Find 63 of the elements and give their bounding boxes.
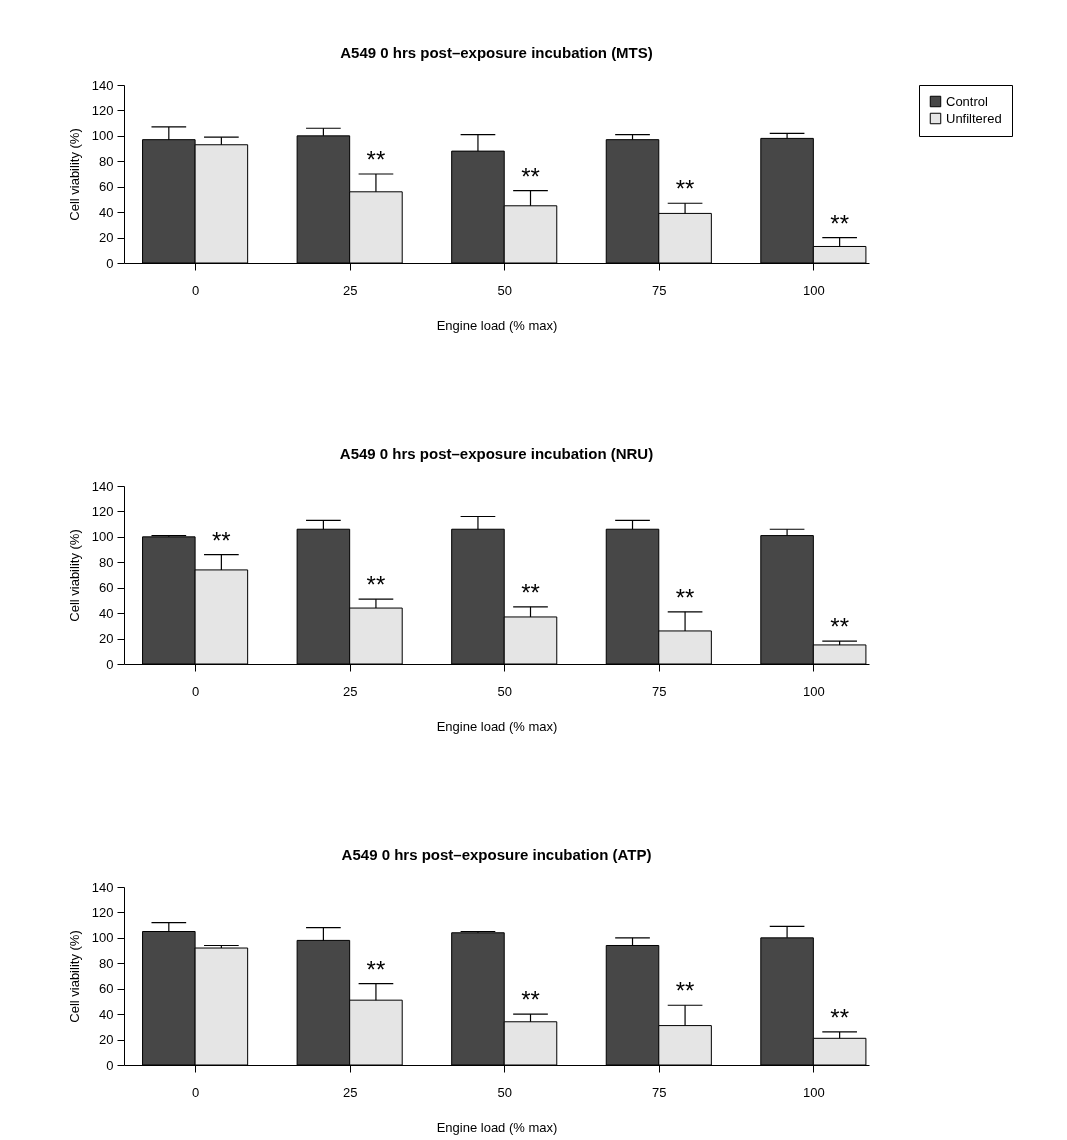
annotation: **: [675, 583, 695, 611]
y-tick-label: 60: [99, 580, 114, 596]
x-tick-label: 75: [652, 282, 667, 298]
y-tick-label: 0: [106, 1057, 114, 1073]
annotation: **: [521, 578, 540, 606]
x-tick-label: 100: [803, 282, 825, 298]
x-axis-title: Engine load (% max): [436, 317, 558, 333]
x-axis-title: Engine load (% max): [436, 1119, 558, 1135]
y-tick-label: 40: [99, 1006, 114, 1022]
y-tick-label: 80: [99, 153, 114, 169]
y-tick-label: 120: [91, 904, 114, 920]
y-tick-label: 60: [99, 981, 114, 997]
y-tick-label: 0: [106, 255, 114, 271]
annotation: **: [830, 209, 849, 237]
y-tick-label: 20: [99, 1032, 114, 1048]
annotation: **: [521, 162, 540, 190]
x-tick-label: 50: [497, 282, 512, 298]
x-tick-label: 25: [342, 282, 358, 298]
y-tick-label: 40: [99, 605, 114, 621]
x-tick-label: 25: [342, 683, 358, 699]
y-tick-label: 80: [99, 955, 114, 971]
annotation: **: [366, 955, 386, 983]
chart-title: A549 0 hrs post–exposure incubation (MTS): [340, 44, 653, 61]
y-axis-title: Cell viability (%): [66, 128, 82, 221]
x-tick-label: 75: [652, 683, 667, 699]
y-tick-label: 80: [99, 554, 114, 570]
y-tick-label: 140: [91, 879, 114, 895]
x-tick-label: 50: [497, 683, 512, 699]
y-tick-label: 140: [91, 77, 114, 93]
y-axis-title: Cell viability (%): [66, 529, 82, 622]
y-tick-label: 100: [91, 930, 114, 946]
y-tick-label: 40: [99, 204, 114, 220]
y-tick-label: 20: [99, 230, 114, 246]
y-tick-label: 60: [99, 179, 114, 195]
chart-title: A549 0 hrs post–exposure incubation (ATP): [341, 846, 652, 863]
y-tick-label: 120: [91, 102, 114, 118]
annotation: **: [366, 571, 386, 599]
annotation: **: [675, 175, 695, 203]
y-tick-label: 100: [91, 128, 114, 144]
y-axis-title: Cell viability (%): [66, 930, 82, 1023]
x-tick-label: 50: [497, 1084, 512, 1100]
annotation: **: [521, 986, 540, 1014]
x-tick-label: 100: [803, 1084, 825, 1100]
x-tick-label: 0: [191, 282, 200, 298]
annotation: **: [366, 146, 386, 173]
x-tick-label: 0: [191, 1084, 200, 1100]
y-tick-label: 0: [106, 656, 114, 672]
annotation: **: [830, 613, 849, 641]
x-tick-label: 25: [342, 1084, 358, 1100]
chart-title: A549 0 hrs post–exposure incubation (NRU): [339, 445, 654, 462]
annotation: **: [212, 526, 231, 554]
x-tick-label: 75: [652, 1084, 667, 1100]
annotation: **: [675, 977, 695, 1005]
x-axis-title: Engine load (% max): [436, 718, 558, 734]
annotation: **: [830, 1003, 849, 1031]
x-tick-label: 100: [803, 683, 825, 699]
y-tick-label: 100: [91, 529, 114, 545]
legend-label: Unfiltered: [946, 110, 1002, 126]
y-tick-label: 20: [99, 631, 114, 647]
x-tick-label: 0: [191, 683, 200, 699]
legend-label: Control: [946, 93, 989, 109]
y-tick-label: 140: [91, 478, 114, 494]
y-tick-label: 120: [91, 503, 114, 519]
